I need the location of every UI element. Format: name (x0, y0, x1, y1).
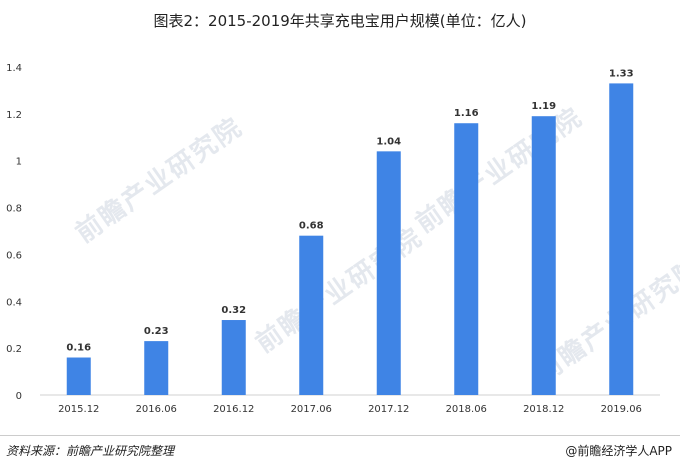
bar (144, 341, 169, 395)
x-tick-label: 2018.12 (523, 404, 564, 415)
bar-value-label: 1.19 (531, 101, 556, 112)
y-tick-label: 1.2 (6, 110, 22, 121)
bar-value-label: 1.04 (376, 136, 401, 147)
x-tick-label: 2017.06 (291, 404, 332, 415)
x-tick-label: 2017.12 (368, 404, 409, 415)
bar (299, 235, 324, 395)
bar-value-label: 0.32 (221, 305, 246, 316)
x-tick-label: 2019.06 (601, 404, 642, 415)
y-tick-label: 0.2 (6, 344, 22, 355)
y-tick-label: 0 (16, 391, 22, 402)
bar-chart: 0 0.2 0.4 0.6 0.8 1 1.2 1.4 0.16 2015.12 0.23 2016.… (6, 63, 660, 415)
y-tick-label: 0.4 (6, 297, 22, 308)
bar-value-label: 0.23 (144, 326, 169, 337)
source-note: 资料来源：前瞻产业研究院整理 (6, 444, 175, 458)
bar (454, 123, 479, 395)
y-tick-label: 0.8 (6, 204, 22, 215)
x-tick-label: 2015.12 (58, 404, 99, 415)
brand-credit: @前瞻经济学人APP (565, 444, 672, 458)
bar (609, 83, 634, 396)
chart-title: 图表2：2015-2019年共享充电宝用户规模(单位：亿人) (153, 12, 527, 30)
x-tick-label: 2018.06 (446, 404, 487, 415)
footer-divider (0, 435, 680, 436)
x-tick-label: 2016.06 (136, 404, 177, 415)
bar (531, 116, 556, 395)
y-tick-label: 1.4 (6, 63, 22, 74)
x-tick-label: 2016.12 (213, 404, 254, 415)
y-tick-label: 0.6 (6, 250, 22, 261)
bar (376, 151, 401, 395)
bar-value-label: 1.16 (454, 108, 479, 119)
bar-value-label: 1.33 (609, 68, 634, 79)
bar (221, 320, 246, 395)
bar (66, 357, 91, 395)
y-tick-label: 1 (16, 157, 22, 168)
bar-value-label: 0.68 (299, 221, 324, 232)
bar-value-label: 0.16 (66, 343, 91, 354)
